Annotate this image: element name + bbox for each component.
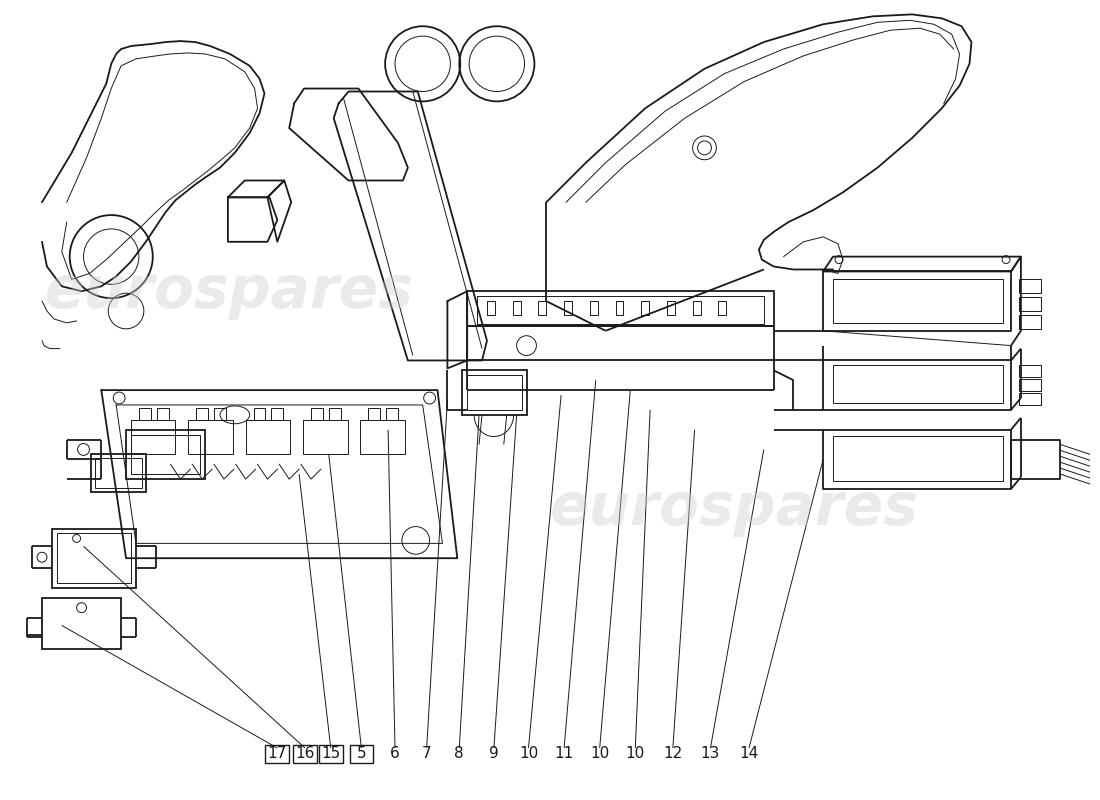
Bar [52, 529, 136, 588]
Bar [468, 375, 521, 410]
Text: eurospares: eurospares [45, 262, 415, 320]
Bar [487, 301, 495, 315]
Bar [265, 745, 289, 763]
Bar [188, 420, 233, 454]
Bar [272, 408, 284, 420]
Text: 9: 9 [490, 746, 498, 762]
Bar [57, 534, 131, 583]
Bar [350, 745, 373, 763]
Bar [833, 279, 1003, 323]
Bar [42, 598, 121, 649]
Bar [131, 420, 176, 454]
Bar [538, 301, 547, 315]
Bar [386, 408, 398, 420]
Text: 10: 10 [626, 746, 645, 762]
Bar [564, 301, 572, 315]
Bar [693, 301, 701, 315]
Text: 8: 8 [454, 746, 464, 762]
Text: 13: 13 [701, 746, 721, 762]
Text: 16: 16 [295, 746, 315, 762]
Text: 10: 10 [590, 746, 609, 762]
Bar [833, 435, 1003, 481]
Bar [1019, 393, 1041, 405]
Bar [126, 430, 206, 479]
Bar [131, 434, 200, 474]
Bar [214, 408, 225, 420]
Bar [1019, 315, 1041, 329]
Text: 6: 6 [390, 746, 400, 762]
Bar [1019, 366, 1041, 378]
Bar [139, 408, 151, 420]
Bar [302, 420, 348, 454]
Bar [641, 301, 649, 315]
Bar [196, 408, 208, 420]
Bar [1019, 379, 1041, 391]
Text: 7: 7 [421, 746, 431, 762]
Bar [718, 301, 726, 315]
Text: 15: 15 [321, 746, 340, 762]
Bar [156, 408, 168, 420]
Bar [96, 458, 142, 488]
Text: 12: 12 [663, 746, 682, 762]
Bar [616, 301, 624, 315]
Bar [590, 301, 597, 315]
Bar [294, 745, 317, 763]
Bar [361, 420, 405, 454]
Bar [1019, 279, 1041, 294]
Bar [462, 370, 527, 415]
Text: 10: 10 [519, 746, 538, 762]
Text: 11: 11 [554, 746, 574, 762]
Bar [833, 366, 1003, 403]
Text: 14: 14 [739, 746, 759, 762]
Bar [513, 301, 520, 315]
Bar [245, 420, 290, 454]
Bar [368, 408, 381, 420]
Bar [1019, 297, 1041, 311]
Text: 17: 17 [267, 746, 287, 762]
Text: 5: 5 [356, 746, 366, 762]
Bar [319, 745, 342, 763]
Bar [667, 301, 674, 315]
Bar [311, 408, 322, 420]
Text: eurospares: eurospares [550, 480, 918, 538]
Bar [254, 408, 265, 420]
Bar [329, 408, 341, 420]
Bar [477, 296, 763, 324]
Bar [91, 454, 146, 492]
